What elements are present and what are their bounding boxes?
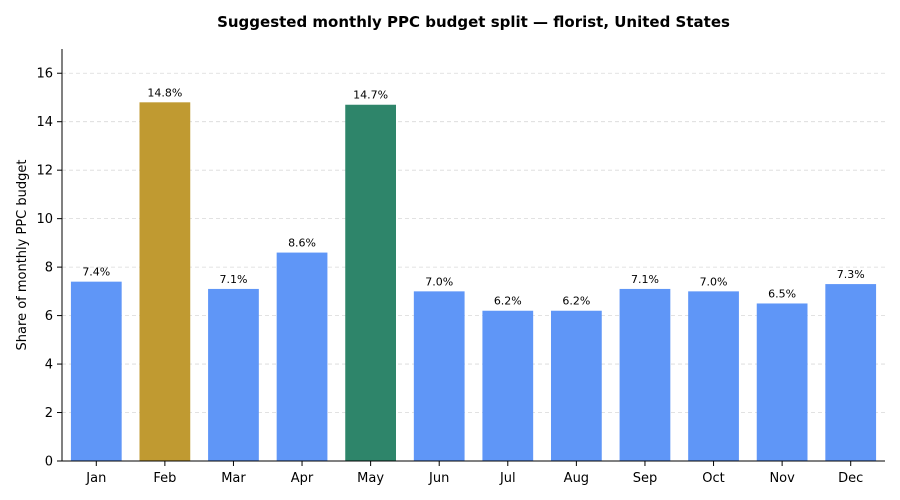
x-tick-label: Jun xyxy=(428,471,449,486)
x-tick-label: Feb xyxy=(153,471,176,486)
bar-jun xyxy=(413,291,465,461)
data-labels: 7.4% 14.8% 7.1% 8.6% 14.7% 7.0% 6.2% 6.2% 7.1% 7.… xyxy=(82,86,864,307)
y-axis-label: Share of monthly PPC budget xyxy=(15,160,30,351)
y-tick-label: 8 xyxy=(45,261,53,276)
bar-dec xyxy=(825,284,877,461)
x-tick-label: Jul xyxy=(499,471,516,486)
data-label-oct: 7.0% xyxy=(700,275,728,288)
data-label-jul: 6.2% xyxy=(494,295,522,308)
bar-mar xyxy=(208,288,259,461)
y-tick-label: 6 xyxy=(45,309,53,324)
bar-jul xyxy=(482,310,534,461)
x-tick-label: May xyxy=(357,471,384,486)
bar-nov xyxy=(756,303,808,461)
y-tick-label: 0 xyxy=(45,455,53,470)
x-tick-label: Jan xyxy=(85,471,106,486)
axes: 0 2 4 6 8 10 12 14 16 Jan Feb Mar Apr May Jun Jul Aug Sep… xyxy=(36,49,885,486)
chart-title: Suggested monthly PPC budget split — flo… xyxy=(217,13,730,31)
data-label-sep: 7.1% xyxy=(631,273,659,286)
bar-oct xyxy=(688,291,739,461)
data-label-feb: 14.8% xyxy=(147,86,182,99)
data-label-jun: 7.0% xyxy=(425,275,453,288)
bar-jan xyxy=(70,281,122,461)
bar-aug xyxy=(550,310,602,461)
bar-sep xyxy=(619,288,671,461)
y-tick-label: 10 xyxy=(36,212,53,227)
bar-may xyxy=(345,104,397,461)
x-tick-label: Nov xyxy=(769,471,795,486)
y-tick-label: 2 xyxy=(45,406,53,421)
bar-apr xyxy=(276,252,328,461)
y-tick-label: 14 xyxy=(36,115,53,130)
y-tick-label: 16 xyxy=(36,67,53,82)
data-label-nov: 6.5% xyxy=(768,287,796,300)
bars xyxy=(70,102,877,461)
data-label-aug: 6.2% xyxy=(562,295,590,308)
x-tick-label: Aug xyxy=(564,471,589,486)
x-tick-label: Sep xyxy=(633,471,658,486)
data-label-mar: 7.1% xyxy=(219,273,247,286)
data-label-jan: 7.4% xyxy=(82,266,110,279)
x-tick-label: Mar xyxy=(221,471,246,486)
data-label-apr: 8.6% xyxy=(288,237,316,250)
x-tick-label: Dec xyxy=(838,471,863,486)
bar-feb xyxy=(139,102,191,461)
data-label-may: 14.7% xyxy=(353,89,388,102)
x-tick-label: Oct xyxy=(702,471,724,486)
y-tick-label: 12 xyxy=(36,164,53,179)
data-label-dec: 7.3% xyxy=(837,268,865,281)
x-tick-label: Apr xyxy=(291,471,314,486)
y-tick-label: 4 xyxy=(45,358,53,373)
